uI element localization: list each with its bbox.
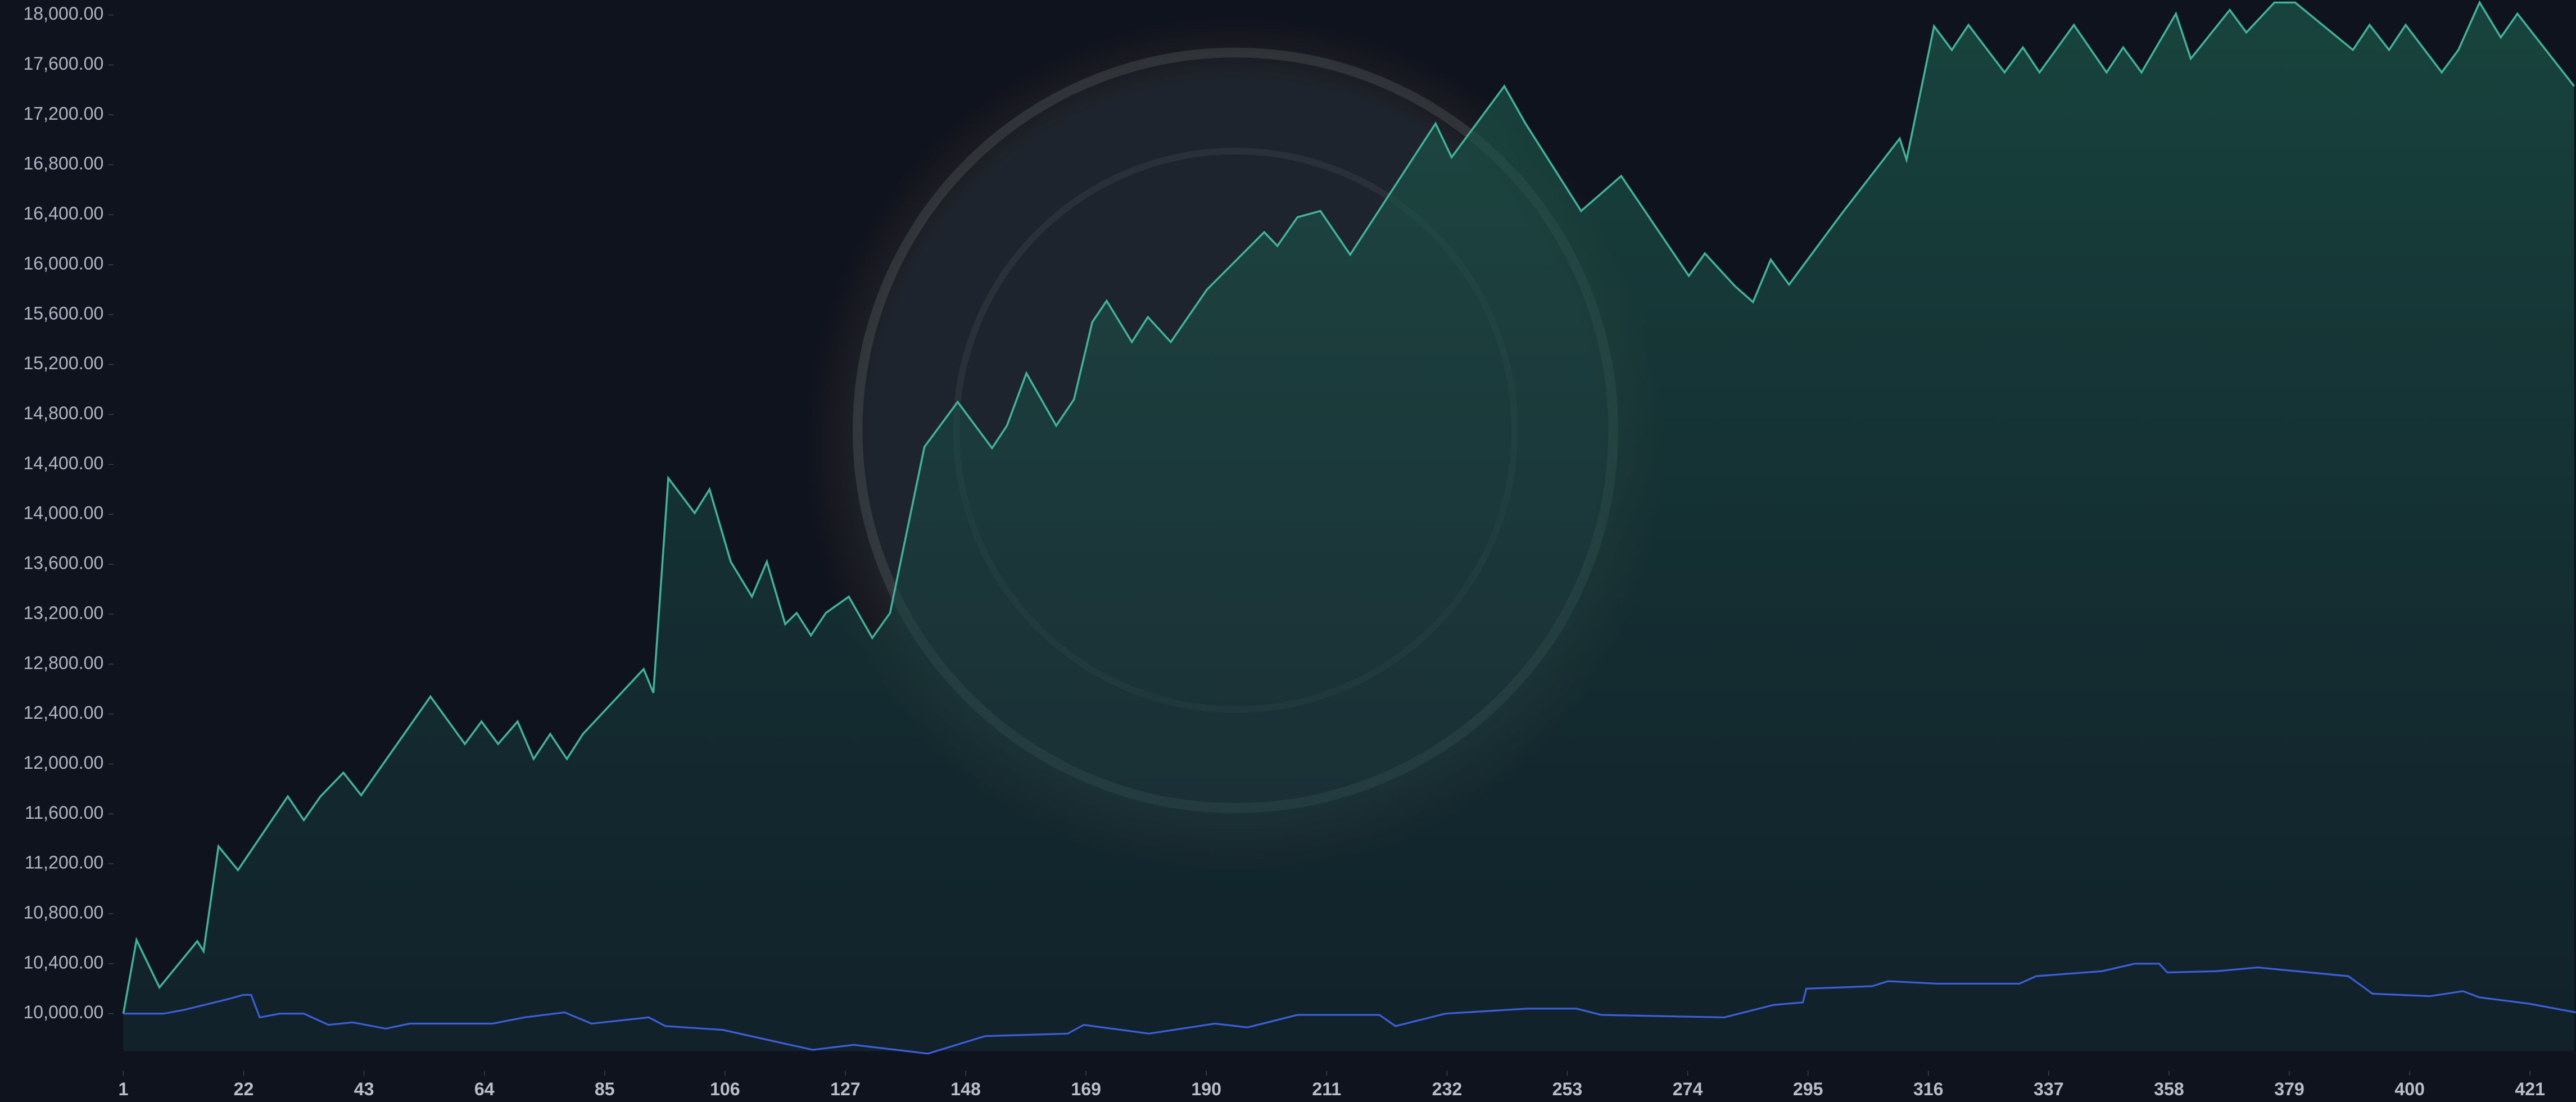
y-tick-label: 16,800.00 — [23, 153, 103, 174]
x-tick-label: 232 — [1432, 1079, 1463, 1099]
y-tick-label: 12,000.00 — [23, 752, 103, 773]
y-tick-label: 14,800.00 — [23, 403, 103, 423]
y-tick-label: 11,200.00 — [25, 852, 104, 873]
x-tick-label: 43 — [354, 1079, 374, 1099]
x-tick-label: 211 — [1312, 1079, 1341, 1099]
x-tick-label: 64 — [474, 1079, 495, 1099]
area-fill — [123, 2, 2574, 1051]
x-tick-label: 337 — [2034, 1079, 2064, 1099]
y-tick-label: 15,600.00 — [23, 303, 103, 323]
y-tick-label: 16,000.00 — [23, 253, 103, 273]
x-tick-label: 379 — [2274, 1079, 2305, 1099]
y-tick-label: 14,400.00 — [23, 453, 103, 473]
y-tick-label: 13,600.00 — [23, 553, 103, 573]
y-tick-label: 17,600.00 — [23, 53, 103, 74]
x-tick-label: 253 — [1552, 1079, 1583, 1099]
y-tick-label: 16,400.00 — [23, 203, 103, 224]
x-tick-label: 106 — [710, 1079, 740, 1099]
x-tick-label: 190 — [1191, 1079, 1221, 1099]
y-tick-label: 15,200.00 — [23, 353, 103, 373]
x-tick-label: 421 — [2515, 1079, 2545, 1099]
y-tick-label: 13,200.00 — [23, 602, 103, 623]
y-tick-label: 14,000.00 — [23, 503, 103, 523]
x-tick-label: 148 — [950, 1079, 981, 1099]
y-tick-label: 10,800.00 — [23, 903, 103, 923]
x-tick-label: 358 — [2154, 1079, 2184, 1099]
x-tick-label: 169 — [1071, 1079, 1101, 1099]
y-tick-label: 12,800.00 — [23, 652, 103, 673]
y-tick-label: 18,000.00 — [23, 3, 103, 24]
y-tick-label: 12,400.00 — [23, 702, 103, 723]
x-tick-label: 400 — [2394, 1079, 2425, 1099]
x-tick-label: 274 — [1673, 1079, 1703, 1099]
y-tick-label: 10,000.00 — [23, 1002, 103, 1022]
x-tick-label: 22 — [234, 1079, 254, 1099]
y-tick-label: 17,200.00 — [23, 103, 103, 124]
series-line — [123, 963, 2576, 1055]
x-tick-label: 127 — [830, 1079, 861, 1099]
x-tick-label: 1 — [119, 1079, 129, 1099]
y-tick-label: 10,400.00 — [23, 952, 103, 972]
y-tick-label: 11,600.00 — [25, 802, 104, 823]
x-tick-label: 85 — [595, 1079, 615, 1099]
x-tick-label: 295 — [1793, 1079, 1823, 1099]
series-line — [122, 0, 2575, 1014]
x-tick-label: 316 — [1913, 1079, 1944, 1099]
